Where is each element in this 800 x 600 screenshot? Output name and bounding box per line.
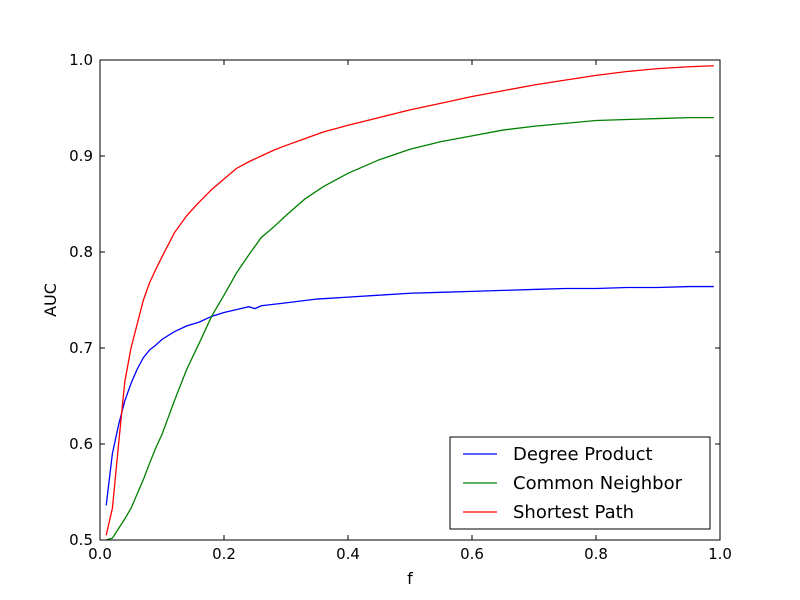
series-line-3 [105, 65, 714, 536]
y-tick-label-3: 0.8 [69, 243, 93, 261]
series-line-2 [106, 116, 714, 541]
legend-label-1: Degree Product [513, 444, 653, 465]
x-tick-label-1: 0.2 [212, 545, 236, 563]
legend-label-3: Shortest Path [513, 502, 634, 523]
y-axis-label: AUC [41, 283, 60, 317]
x-tick-label-3: 0.6 [460, 545, 484, 563]
plot-area [99, 59, 721, 541]
series-line-1 [105, 285, 714, 506]
ticks-layer [99, 59, 721, 541]
series-layer [105, 65, 714, 541]
x-tick-label-0: 0.0 [88, 545, 112, 563]
y-tick-label-1: 0.6 [69, 435, 93, 453]
y-tick-label-5: 1.0 [69, 51, 93, 69]
y-tick-label-4: 0.9 [69, 147, 93, 165]
x-tick-label-2: 0.4 [336, 545, 360, 563]
legend-label-2: Common Neighbor [513, 473, 683, 494]
x-axis-label: f [407, 569, 413, 588]
tick-labels-layer: 0.0 0.2 0.4 0.6 0.8 1.0 0.5 0.6 0.7 0.8 0.9 1.0 [69, 51, 732, 563]
x-tick-label-4: 0.8 [584, 545, 608, 563]
y-tick-label-2: 0.7 [69, 339, 93, 357]
x-tick-label-5: 1.0 [708, 545, 732, 563]
axes-frame [99, 59, 721, 541]
legend-entries: Degree Product Common Neighbor Shortest Pa… [463, 444, 683, 523]
y-tick-label-0: 0.5 [69, 531, 93, 549]
legend: Degree Product Common Neighbor Shortest Pa… [449, 436, 711, 530]
